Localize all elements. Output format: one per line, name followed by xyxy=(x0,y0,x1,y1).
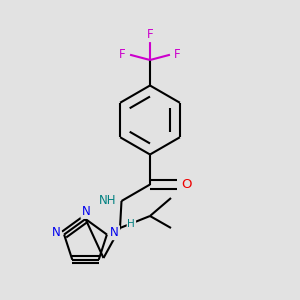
Text: F: F xyxy=(174,48,181,61)
Text: N: N xyxy=(110,226,119,239)
Text: N: N xyxy=(52,226,61,239)
Text: F: F xyxy=(119,48,126,61)
Text: F: F xyxy=(147,28,153,41)
Text: N: N xyxy=(81,205,90,218)
Text: H: H xyxy=(128,219,135,230)
Text: O: O xyxy=(181,178,192,191)
Text: NH: NH xyxy=(99,194,116,207)
